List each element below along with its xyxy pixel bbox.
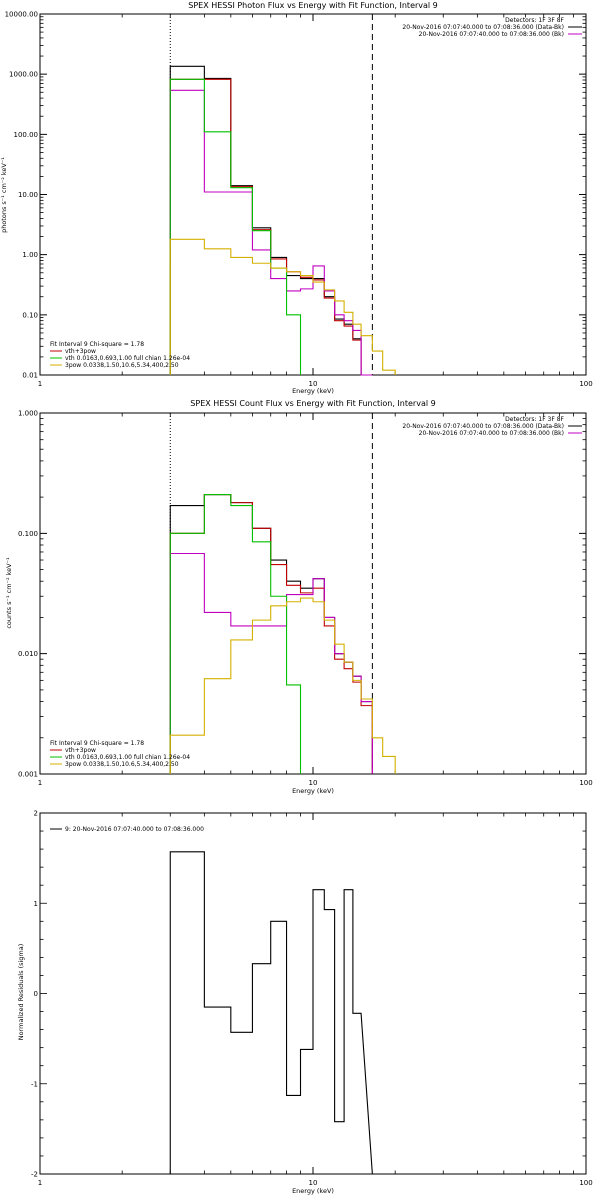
photon-flux-series-4 [169,238,396,375]
residuals-xlabel: Energy (keV) [292,1187,334,1195]
photon-flux-y-tick-label: 0.01 [22,372,38,380]
count-flux-series-0 [169,494,373,774]
count-flux-y-tick-label: 1.000 [18,410,38,418]
photon-flux-legend-line: vth+3pow [65,348,96,355]
photon-flux-x-tick-label: 1 [38,380,42,388]
photon-flux-x-tick-label: 100 [579,380,592,388]
residuals-x-tick-label: 100 [579,1179,592,1187]
residuals-y-tick-label: 1 [34,900,38,908]
count-flux-series-2 [169,552,373,774]
count-flux-y-tick-label: 0.010 [18,650,38,658]
count-flux-series-3 [169,494,302,774]
photon-flux-series-0 [169,65,373,376]
count-flux-ylabel: counts s⁻¹ cm⁻² keV⁻¹ [5,557,13,629]
count-flux-xlabel: Energy (keV) [292,787,334,795]
photon-flux-y-tick-label: 10.00 [18,191,38,199]
photon-flux-header-line: Detectors: 1F 3F 8F [505,17,564,24]
residuals-x-tick-label: 1 [38,1179,42,1187]
count-flux-legend-line: Fit Interval 9 Chi-square = 1.78 [50,740,144,747]
photon-flux-legend-line: Fit Interval 9 Chi-square = 1.78 [50,341,144,348]
photon-flux-panel: SPEX HESSI Photon Flux vs Energy with Fi… [0,1,593,395]
photon-flux-xlabel: Energy (keV) [292,387,334,395]
photon-flux-x-tick-label: 10 [309,380,318,388]
count-flux-y-tick-label: 0.001 [18,771,38,779]
photon-flux-y-tick-label: 1.00 [22,251,38,259]
count-flux-series-4 [169,597,396,774]
photon-flux-series-2 [169,89,373,376]
photon-flux-plot-frame [39,13,587,376]
photon-flux-ylabel: photons s⁻¹ cm⁻² keV⁻¹ [0,157,8,233]
residuals-y-tick-label: 2 [34,810,38,818]
photon-flux-title: SPEX HESSI Photon Flux vs Energy with Fi… [188,1,438,10]
residuals-y-tick-label: -1 [31,1080,38,1088]
photon-flux-header-line: 20-Nov-2016 07:07:40.000 to 07:08:36.000… [419,31,564,38]
count-flux-legend-line: vth+3pow [65,747,96,754]
residuals-ylabel: Normalized Residuals (sigma) [17,944,25,1041]
count-flux-title: SPEX HESSI Count Flux vs Energy with Fit… [190,399,435,408]
photon-flux-header-line: 20-Nov-2016 07:07:40.000 to 07:08:36.000… [402,24,564,31]
count-flux-panel: SPEX HESSI Count Flux vs Energy with Fit… [5,399,593,795]
count-flux-header-line: 20-Nov-2016 07:07:40.000 to 07:08:36.000… [419,430,564,437]
residuals-y-tick-label: 0 [34,990,38,998]
count-flux-legend-line: 3pow 0.0338,1.50,10.6,5.34,400,2.50 [65,761,179,768]
residuals-panel: Normalized Residuals (sigma) Energy (keV… [17,810,593,1196]
count-flux-x-tick-label: 100 [579,779,592,787]
photon-flux-y-tick-label: 10000.00 [5,11,38,19]
photon-flux-series-1 [169,78,373,376]
count-flux-y-tick-label: 0.100 [18,530,38,538]
count-flux-header-line: 20-Nov-2016 07:07:40.000 to 07:08:36.000… [402,423,564,430]
photon-flux-series-3 [169,78,302,375]
photon-flux-y-tick-label: 1000.00 [9,71,38,79]
photon-flux-y-tick-label: 100.00 [14,131,39,139]
count-flux-series-1 [169,494,373,774]
photon-flux-y-tick-label: 0.10 [22,311,38,319]
count-flux-header-line: Detectors: 1F 3F 8F [505,416,564,423]
residuals-legend-line: 9: 20-Nov-2016 07:07:40.000 to 07:08:36.… [65,826,204,833]
residuals-series-0 [169,851,373,1175]
count-flux-legend-line: vth 0.0163,0.693,1.00 full chian 1.26e-0… [65,754,190,761]
residuals-x-tick-label: 10 [309,1179,318,1187]
count-flux-x-tick-label: 10 [309,779,318,787]
residuals-y-tick-label: -2 [31,1171,38,1179]
count-flux-x-tick-label: 1 [38,779,42,787]
photon-flux-legend-line: 3pow 0.0338,1.50,10.6,5.34,400,2.50 [65,362,179,369]
photon-flux-legend-line: vth 0.0163,0.693,1.00 full chian 1.26e-0… [65,355,190,362]
